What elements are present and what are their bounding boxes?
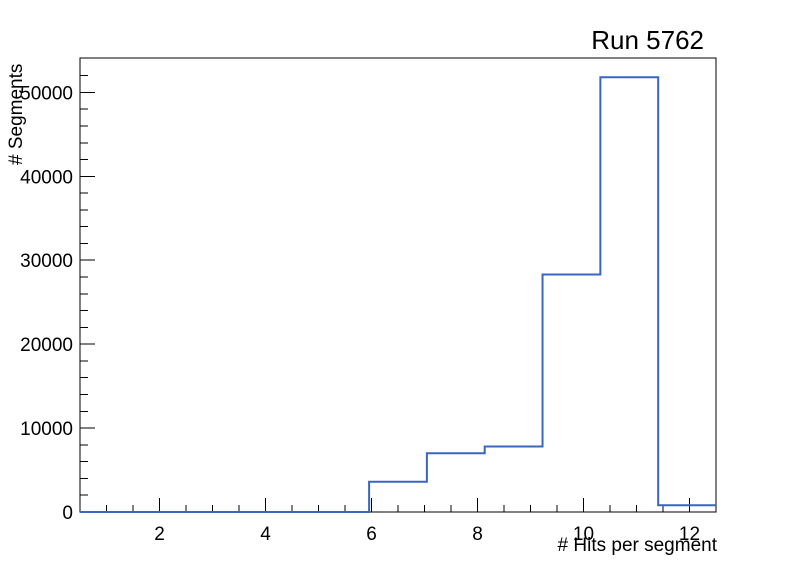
x-tick-label: 12	[679, 524, 700, 545]
x-axis-title: # Hits per segment	[558, 535, 718, 556]
y-tick-label: 50000	[20, 83, 73, 104]
plot-frame	[79, 57, 717, 513]
y-tick-label: 0	[62, 503, 73, 524]
x-tick-label: 4	[260, 524, 271, 545]
x-tick-label: 6	[366, 524, 377, 545]
plot-title: Run 5762	[591, 25, 704, 55]
x-tick-label: 2	[154, 524, 165, 545]
x-tick-label: 10	[573, 524, 594, 545]
plot-area: 2 4 6 8 10 12 0 10000 20000 30000 40000 50000	[20, 57, 717, 545]
y-tick-label: 20000	[20, 335, 73, 356]
y-tick-label: 30000	[20, 251, 73, 272]
histogram-step-line	[80, 76, 716, 513]
y-axis-title: # Segments	[6, 64, 27, 165]
x-tick-label: 8	[472, 524, 483, 545]
y-tick-label: 40000	[20, 167, 73, 188]
y-tick-label: 10000	[20, 419, 73, 440]
